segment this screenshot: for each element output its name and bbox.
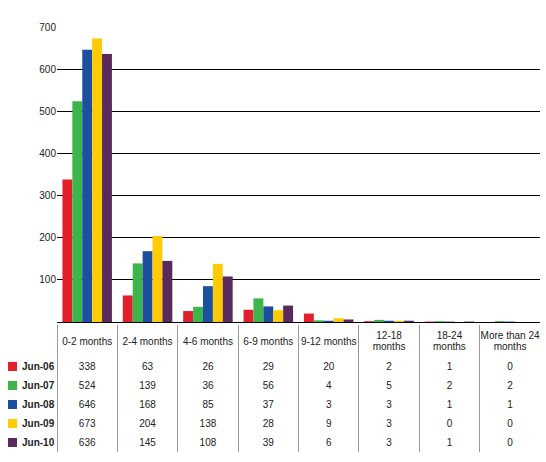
- html-text:Jun-06: Jun-06: [22, 361, 55, 372]
- html-text:2: 2: [386, 361, 392, 372]
- html-text:1: 1: [446, 399, 453, 410]
- svg-text:700: 700: [39, 22, 56, 33]
- html-text:9-12 months: 9-12 months: [300, 335, 357, 347]
- html-text:29: 29: [262, 361, 274, 372]
- html-text:3: 3: [386, 437, 392, 448]
- html-text:0: 0: [507, 437, 513, 448]
- html-text:39: 39: [262, 437, 274, 448]
- html-text:1: 1: [446, 361, 453, 372]
- html-text:20: 20: [323, 361, 335, 372]
- html-text:636: 636: [78, 437, 96, 448]
- svg-text:100: 100: [39, 274, 56, 285]
- html-text:338: 338: [78, 361, 96, 372]
- html-text:139: 139: [139, 380, 156, 391]
- html-text:2-4 months: 2-4 months: [122, 335, 173, 347]
- html-text:2: 2: [507, 380, 513, 391]
- html-text:145: 145: [139, 437, 156, 448]
- svg-text:200: 200: [39, 232, 56, 243]
- svg-text:600: 600: [39, 64, 56, 75]
- html-text:1: 1: [507, 399, 513, 410]
- html-text:Jun-07: Jun-07: [22, 380, 55, 391]
- html-text:0: 0: [507, 418, 513, 429]
- html-text:More than 24 months: More than 24 months: [480, 330, 540, 352]
- html-text:524: 524: [78, 380, 96, 391]
- svg-text:300: 300: [39, 190, 56, 201]
- html-text:646: 646: [78, 399, 96, 410]
- html-text:Jun-09: Jun-09: [22, 418, 55, 429]
- html-text:108: 108: [199, 437, 217, 448]
- html-text:85: 85: [202, 399, 214, 410]
- html-text:168: 168: [139, 399, 156, 410]
- svg-text:400: 400: [39, 148, 56, 159]
- html-text:3: 3: [386, 418, 392, 429]
- svg-text:500: 500: [39, 106, 56, 117]
- html-text:6: 6: [325, 437, 332, 448]
- html-text:4: 4: [325, 380, 332, 391]
- html-text:Jun-10: Jun-10: [22, 437, 55, 448]
- html-text:63: 63: [142, 361, 154, 372]
- html-text:28: 28: [262, 418, 274, 429]
- html-text:1: 1: [446, 437, 453, 448]
- html-text:5: 5: [386, 380, 392, 391]
- html-text:138: 138: [199, 418, 217, 429]
- html-text:204: 204: [139, 418, 156, 429]
- html-text:3: 3: [325, 399, 332, 410]
- html-text:56: 56: [262, 380, 274, 391]
- html-text:0: 0: [507, 361, 513, 372]
- html-text:Jun-08: Jun-08: [22, 399, 55, 410]
- html-text:37: 37: [262, 399, 274, 410]
- html-text:4-6 months: 4-6 months: [182, 335, 233, 347]
- html-text:3: 3: [386, 399, 392, 410]
- html-text:2: 2: [446, 380, 453, 391]
- html-text:6-9 months: 6-9 months: [243, 335, 294, 347]
- html-text:12-18 months: 12-18 months: [372, 330, 406, 352]
- html-text:18-24 months: 18-24 months: [433, 330, 466, 352]
- html-text:26: 26: [202, 361, 214, 372]
- html-text:0: 0: [446, 418, 453, 429]
- html-text:9: 9: [325, 418, 332, 429]
- html-text:36: 36: [202, 380, 214, 391]
- html-text:0-2 months: 0-2 months: [62, 335, 113, 347]
- html-text:673: 673: [78, 418, 96, 429]
